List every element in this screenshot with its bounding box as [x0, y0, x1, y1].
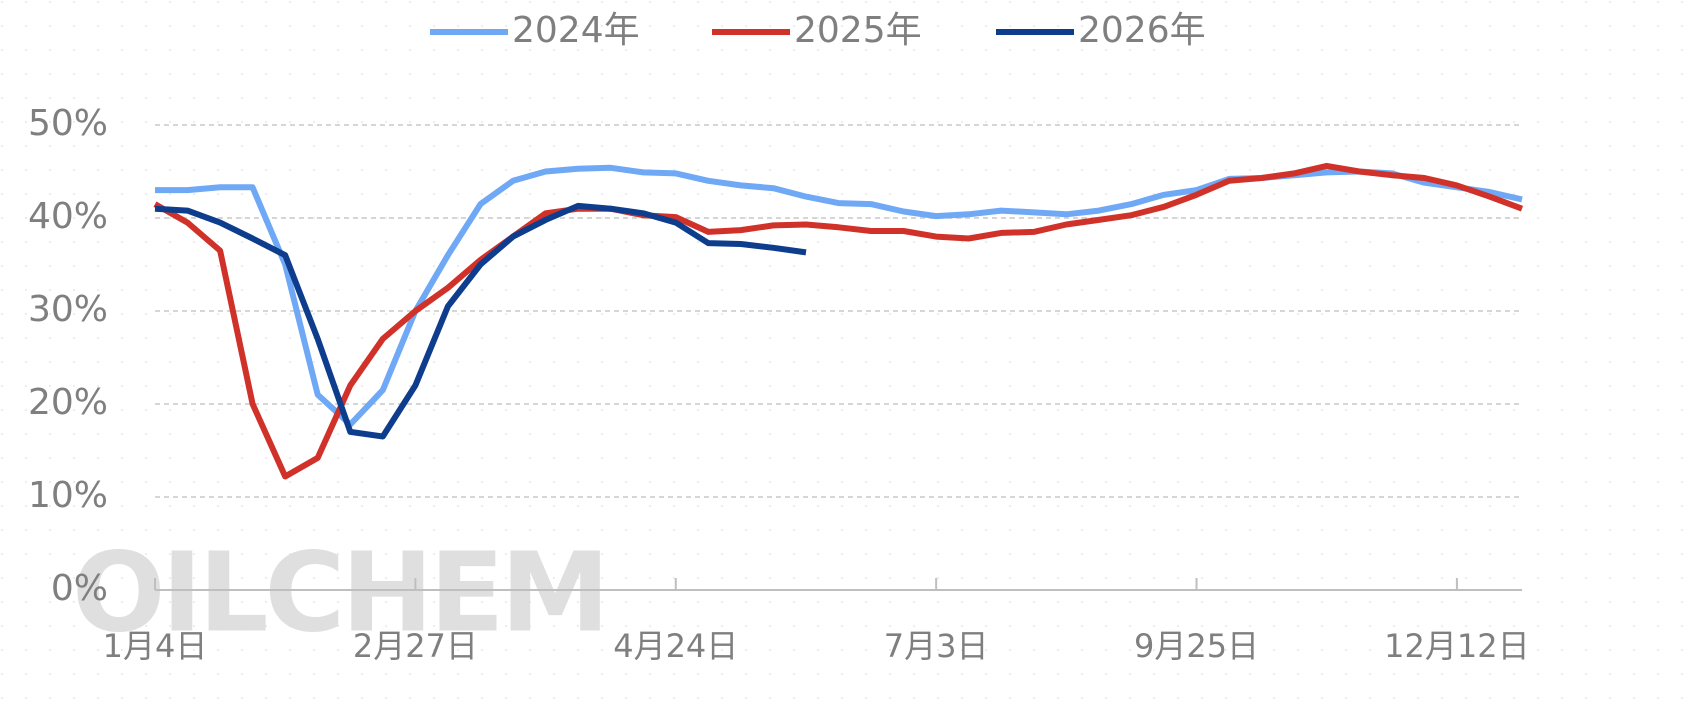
x-tick-label: 1月4日: [103, 627, 208, 665]
x-tick-label: 9月25日: [1134, 627, 1259, 665]
series-line: [153, 162, 1524, 480]
y-tick-label: 10%: [28, 475, 108, 516]
y-tick-label: 50%: [28, 103, 108, 144]
watermark: OILCHEM: [72, 528, 606, 656]
y-tick-label: 0%: [51, 568, 108, 609]
legend-label: 2026年: [1078, 10, 1206, 51]
y-tick-label: 40%: [28, 196, 108, 237]
x-tick-label: 2月27日: [353, 627, 478, 665]
y-tick-label: 20%: [28, 382, 108, 423]
series-line: [154, 202, 807, 440]
x-tick-label: 4月24日: [613, 627, 738, 665]
legend-label: 2024年: [512, 10, 640, 51]
legend-label: 2025年: [794, 10, 922, 51]
x-tick-label: 7月3日: [884, 627, 989, 665]
x-tick-label: 12月12日: [1384, 627, 1529, 665]
y-tick-label: 30%: [28, 289, 108, 330]
